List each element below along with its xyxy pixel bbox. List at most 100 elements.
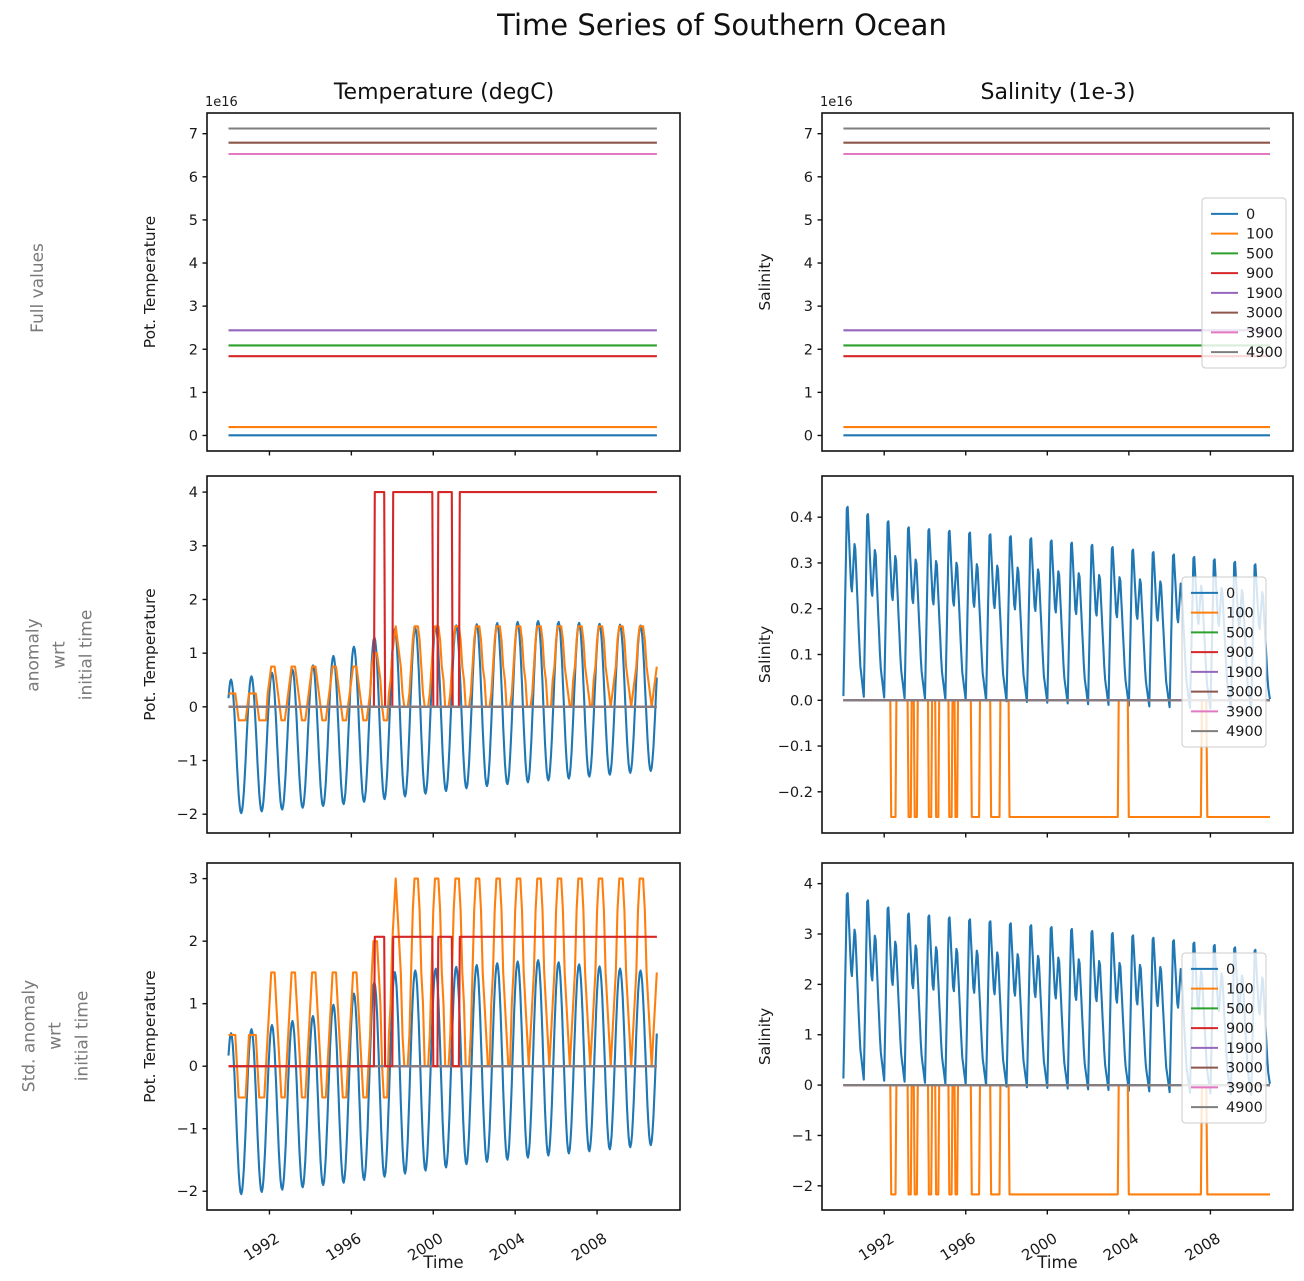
series-line-100 [228,625,658,722]
legend-label: 4900 [1226,1100,1263,1116]
y-tick-label: 0.3 [790,556,813,572]
x-tick-label: 2008 [1182,1229,1224,1265]
plot-anomaly-salinity: −0.2 −0.1 0.0 0.1 0.2 0.3 0.4 Salinity 0 100 500 90… [756,475,1294,838]
series-line-900 [228,935,657,1068]
y-tick-label: 2 [189,934,198,950]
column-title-temperature: Temperature (degC) [333,80,555,105]
y-tick-label: 5 [189,213,198,229]
legend-label: 0 [1226,586,1235,602]
legend: 0 100 500 900 1900 3000 3900 4900 [1201,197,1287,369]
legend-label: 3000 [1246,306,1283,322]
axes-frame [206,862,681,1211]
column-title-salinity: Salinity (1e-3) [980,80,1136,105]
y-axis-label: Salinity [756,626,774,683]
y-tick-label: 1 [189,646,198,662]
legend-entry-3900: 3900 [1191,704,1263,720]
y-tick-label: 0 [189,428,198,444]
legend-label: 1900 [1226,665,1263,681]
legend-entry-3900: 3900 [1191,1080,1263,1096]
y-tick-label: 2 [804,342,813,358]
legend-entry-500: 500 [1211,246,1274,262]
legend-entry-0: 0 [1211,207,1255,223]
legend-entry-4900: 4900 [1191,724,1263,740]
x-tick-label: 1992 [241,1229,283,1265]
series-line-0 [227,959,658,1196]
legend-entry-4900: 4900 [1191,1100,1263,1116]
legend-entry-4900: 4900 [1211,345,1283,361]
y-tick-label: 7 [804,127,813,143]
legend-label: 4900 [1246,345,1283,361]
legend: 0 100 500 900 1900 3000 3900 4900 [1181,576,1267,748]
legend-label: 100 [1246,227,1274,243]
legend-entry-100: 100 [1211,227,1274,243]
legend: 0 100 500 900 1900 3000 3900 4900 [1181,952,1267,1124]
legend-entry-0: 0 [1191,962,1235,978]
legend-label: 3000 [1226,685,1263,701]
y-tick-label: 1 [189,997,198,1013]
series-line-0 [227,620,658,815]
legend-label: 0 [1226,962,1235,978]
plot-std-anomaly-salinity: 1992 1996 2000 2004 2008−2−101234SalinityTim… [756,862,1294,1272]
y-tick-label: 3 [189,539,198,555]
legend-entry-100: 100 [1191,982,1254,998]
y-tick-label: −2 [177,807,198,823]
y-tick-label: 4 [189,256,198,272]
axis-offset-text: 1e16 [820,95,853,110]
y-tick-label: 0.2 [790,602,813,618]
legend-label: 900 [1226,1021,1254,1037]
y-tick-label: −0.1 [778,739,813,755]
figure-title: Time Series of Southern Ocean [497,8,947,42]
legend-entry-1900: 1900 [1211,286,1283,302]
legend-label: 500 [1246,246,1274,262]
y-tick-label: 0 [804,428,813,444]
y-tick-label: 4 [189,485,198,501]
y-tick-label: 2 [804,977,813,993]
plot-full-temperature: 0 1 2 3 4 5 6 7 Pot. Temperature 1e16 [141,95,681,456]
y-tick-label: −2 [177,1184,198,1200]
axes-frame [821,862,1294,1211]
y-tick-label: −2 [792,1179,813,1195]
legend-label: 100 [1226,982,1254,998]
legend-box [1181,952,1267,1124]
y-axis-label: Salinity [756,253,774,310]
y-tick-label: 5 [804,213,813,229]
x-axis-label: Time [422,1253,463,1272]
legend-label: 100 [1226,606,1254,622]
y-tick-label: 4 [804,877,813,893]
legend-label: 3900 [1226,1080,1263,1096]
legend-entry-900: 900 [1211,266,1274,282]
legend-entry-100: 100 [1191,606,1254,622]
x-tick-label: 1996 [323,1229,365,1265]
legend-entry-0: 0 [1191,586,1235,602]
y-tick-label: 0.0 [790,693,813,709]
y-tick-label: −1 [177,1122,198,1138]
axes-frame [821,112,1294,452]
axis-offset-text: 1e16 [205,95,238,110]
x-tick-label: 2008 [568,1229,610,1265]
y-tick-label: 0.1 [790,648,813,664]
y-tick-label: 0 [189,1059,198,1075]
y-tick-label: 3 [189,872,198,888]
legend-entry-1900: 1900 [1191,665,1263,681]
x-axis-label: Time [1036,1253,1077,1272]
axes-frame [206,475,681,834]
axes-frame [206,112,681,452]
legend-label: 0 [1246,207,1255,223]
y-axis-label: Salinity [756,1008,774,1065]
y-axis-label: Pot. Temperature [141,588,159,720]
legend-label: 3900 [1246,325,1283,341]
legend-entry-900: 900 [1191,1021,1254,1037]
y-tick-label: 1 [804,385,813,401]
legend-label: 1900 [1246,286,1283,302]
y-axis-label: Pot. Temperature [141,970,159,1102]
y-tick-label: −1 [177,754,198,770]
legend-label: 900 [1226,645,1254,661]
legend-box [1201,197,1287,369]
y-tick-label: 0.4 [790,510,813,526]
legend-entry-900: 900 [1191,645,1254,661]
legend-label: 3900 [1226,704,1263,720]
x-tick-label: 2004 [1100,1229,1142,1265]
plot-anomaly-temperature: −2 −1 0 1 2 3 4 Pot. Temperature [141,475,681,838]
legend-entry-500: 500 [1191,1001,1254,1017]
